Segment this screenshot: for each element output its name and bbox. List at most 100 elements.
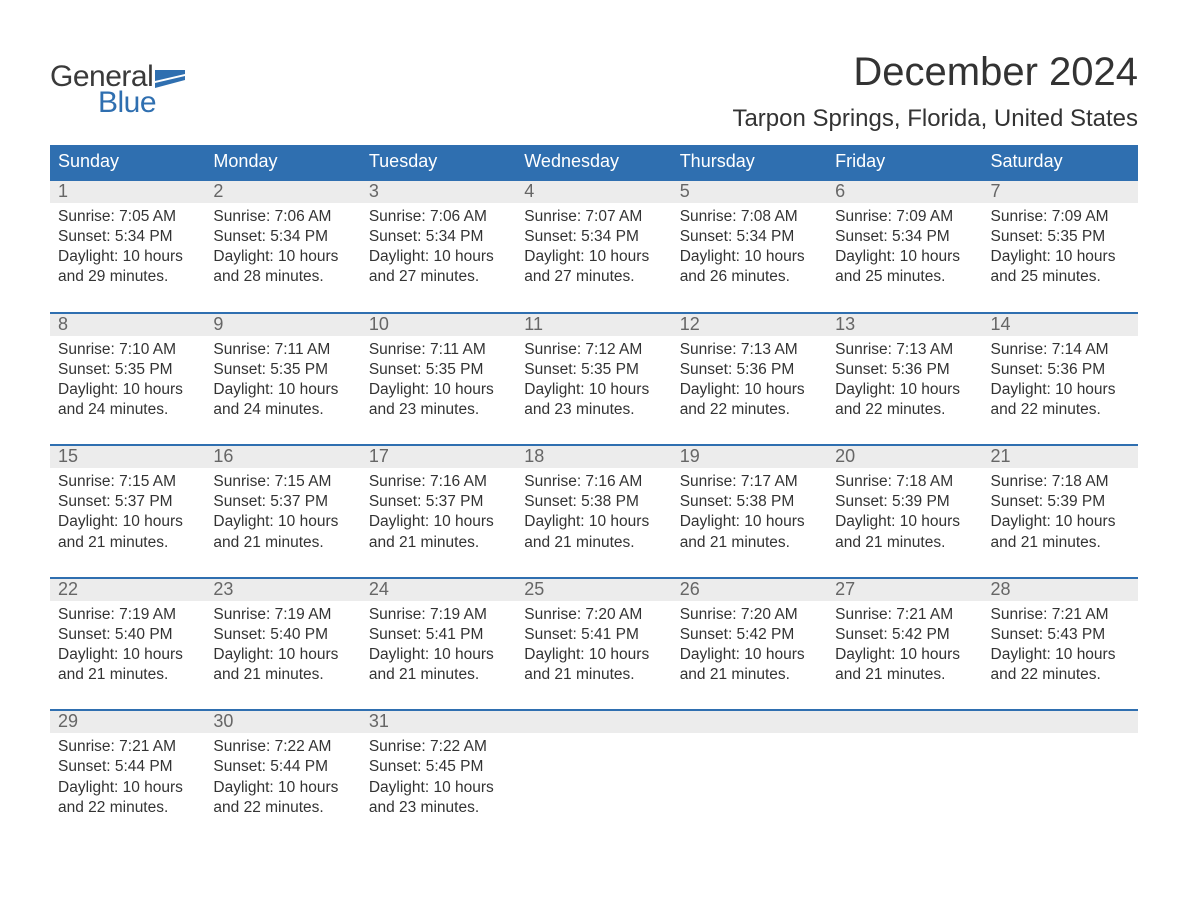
sunset-text: Sunset: 5:34 PM [369, 227, 508, 247]
detail-cell: Sunrise: 7:13 AMSunset: 5:36 PMDaylight:… [827, 336, 982, 425]
sunrise-text: Sunrise: 7:19 AM [58, 605, 197, 625]
daylight-text-2: and 21 minutes. [524, 533, 663, 553]
date-cell: 9 [205, 314, 360, 336]
detail-cell: Sunrise: 7:08 AMSunset: 5:34 PMDaylight:… [672, 203, 827, 292]
daylight-text-1: Daylight: 10 hours [835, 512, 974, 532]
daylight-text-1: Daylight: 10 hours [991, 247, 1130, 267]
day-header-cell: Monday [205, 145, 360, 179]
logo: General Blue [50, 50, 185, 120]
detail-cell: Sunrise: 7:19 AMSunset: 5:40 PMDaylight:… [205, 601, 360, 690]
daylight-text-1: Daylight: 10 hours [369, 380, 508, 400]
daylight-text-1: Daylight: 10 hours [991, 645, 1130, 665]
date-cell [516, 711, 671, 733]
date-cell: 29 [50, 711, 205, 733]
sunrise-text: Sunrise: 7:20 AM [680, 605, 819, 625]
daylight-text-2: and 21 minutes. [58, 665, 197, 685]
sunrise-text: Sunrise: 7:14 AM [991, 340, 1130, 360]
daylight-text-1: Daylight: 10 hours [680, 247, 819, 267]
sunset-text: Sunset: 5:39 PM [991, 492, 1130, 512]
sunset-text: Sunset: 5:43 PM [991, 625, 1130, 645]
sunrise-text: Sunrise: 7:22 AM [213, 737, 352, 757]
week-row: 22232425262728Sunrise: 7:19 AMSunset: 5:… [50, 577, 1138, 690]
daylight-text-2: and 21 minutes. [991, 533, 1130, 553]
date-cell: 21 [983, 446, 1138, 468]
date-cell: 30 [205, 711, 360, 733]
month-title: December 2024 [732, 50, 1138, 95]
daylight-text-2: and 27 minutes. [369, 267, 508, 287]
day-header-cell: Wednesday [516, 145, 671, 179]
sunset-text: Sunset: 5:37 PM [369, 492, 508, 512]
date-cell: 31 [361, 711, 516, 733]
week-row: 891011121314Sunrise: 7:10 AMSunset: 5:35… [50, 312, 1138, 425]
sunrise-text: Sunrise: 7:08 AM [680, 207, 819, 227]
sunrise-text: Sunrise: 7:12 AM [524, 340, 663, 360]
daylight-text-2: and 21 minutes. [835, 533, 974, 553]
sunrise-text: Sunrise: 7:11 AM [369, 340, 508, 360]
date-cell: 16 [205, 446, 360, 468]
daylight-text-1: Daylight: 10 hours [58, 247, 197, 267]
daylight-text-2: and 21 minutes. [213, 665, 352, 685]
detail-cell: Sunrise: 7:22 AMSunset: 5:45 PMDaylight:… [361, 733, 516, 822]
daylight-text-2: and 24 minutes. [58, 400, 197, 420]
sunrise-text: Sunrise: 7:21 AM [58, 737, 197, 757]
daylight-text-1: Daylight: 10 hours [680, 380, 819, 400]
date-cell: 18 [516, 446, 671, 468]
date-cell: 5 [672, 181, 827, 203]
detail-cell: Sunrise: 7:16 AMSunset: 5:38 PMDaylight:… [516, 468, 671, 557]
detail-cell: Sunrise: 7:18 AMSunset: 5:39 PMDaylight:… [827, 468, 982, 557]
sunset-text: Sunset: 5:37 PM [213, 492, 352, 512]
daylight-text-1: Daylight: 10 hours [991, 512, 1130, 532]
daylight-text-1: Daylight: 10 hours [524, 380, 663, 400]
detail-cell: Sunrise: 7:19 AMSunset: 5:41 PMDaylight:… [361, 601, 516, 690]
daylight-text-2: and 21 minutes. [58, 533, 197, 553]
daylight-text-2: and 22 minutes. [991, 400, 1130, 420]
daylight-text-2: and 21 minutes. [369, 533, 508, 553]
daylight-text-2: and 22 minutes. [991, 665, 1130, 685]
daylight-text-2: and 25 minutes. [835, 267, 974, 287]
daylight-text-1: Daylight: 10 hours [58, 512, 197, 532]
daylight-text-1: Daylight: 10 hours [58, 778, 197, 798]
date-cell [983, 711, 1138, 733]
sunset-text: Sunset: 5:41 PM [524, 625, 663, 645]
detail-cell: Sunrise: 7:19 AMSunset: 5:40 PMDaylight:… [50, 601, 205, 690]
sunset-text: Sunset: 5:44 PM [213, 757, 352, 777]
detail-cell: Sunrise: 7:15 AMSunset: 5:37 PMDaylight:… [50, 468, 205, 557]
sunrise-text: Sunrise: 7:21 AM [991, 605, 1130, 625]
daylight-text-2: and 22 minutes. [58, 798, 197, 818]
daylight-text-2: and 23 minutes. [524, 400, 663, 420]
date-cell [827, 711, 982, 733]
day-header-cell: Friday [827, 145, 982, 179]
sunset-text: Sunset: 5:38 PM [524, 492, 663, 512]
sunset-text: Sunset: 5:37 PM [58, 492, 197, 512]
sunrise-text: Sunrise: 7:13 AM [680, 340, 819, 360]
daylight-text-2: and 21 minutes. [680, 533, 819, 553]
daylight-text-2: and 21 minutes. [524, 665, 663, 685]
daylight-text-2: and 29 minutes. [58, 267, 197, 287]
sunset-text: Sunset: 5:42 PM [680, 625, 819, 645]
day-header-row: SundayMondayTuesdayWednesdayThursdayFrid… [50, 145, 1138, 179]
sunrise-text: Sunrise: 7:15 AM [58, 472, 197, 492]
date-cell: 20 [827, 446, 982, 468]
daylight-text-1: Daylight: 10 hours [213, 512, 352, 532]
day-header-cell: Tuesday [361, 145, 516, 179]
daylight-text-1: Daylight: 10 hours [835, 645, 974, 665]
daylight-text-2: and 27 minutes. [524, 267, 663, 287]
sunrise-text: Sunrise: 7:20 AM [524, 605, 663, 625]
daylight-text-2: and 25 minutes. [991, 267, 1130, 287]
date-row: 1234567 [50, 181, 1138, 203]
sunset-text: Sunset: 5:36 PM [991, 360, 1130, 380]
daylight-text-2: and 23 minutes. [369, 400, 508, 420]
detail-cell: Sunrise: 7:10 AMSunset: 5:35 PMDaylight:… [50, 336, 205, 425]
detail-cell [983, 733, 1138, 822]
date-cell: 10 [361, 314, 516, 336]
daylight-text-2: and 22 minutes. [213, 798, 352, 818]
daylight-text-1: Daylight: 10 hours [58, 380, 197, 400]
date-cell: 22 [50, 579, 205, 601]
detail-cell: Sunrise: 7:14 AMSunset: 5:36 PMDaylight:… [983, 336, 1138, 425]
detail-row: Sunrise: 7:15 AMSunset: 5:37 PMDaylight:… [50, 468, 1138, 557]
week-row: 293031 Sunrise: 7:21 AM Sunset: 5:44 PM Day… [50, 709, 1138, 822]
daylight-text-1: Daylight: 10 hours [213, 645, 352, 665]
daylight-text-1: Daylight: 10 hours [524, 247, 663, 267]
sunrise-text: Sunrise: 7:21 AM [835, 605, 974, 625]
daylight-text-1: Daylight: 10 hours [991, 380, 1130, 400]
